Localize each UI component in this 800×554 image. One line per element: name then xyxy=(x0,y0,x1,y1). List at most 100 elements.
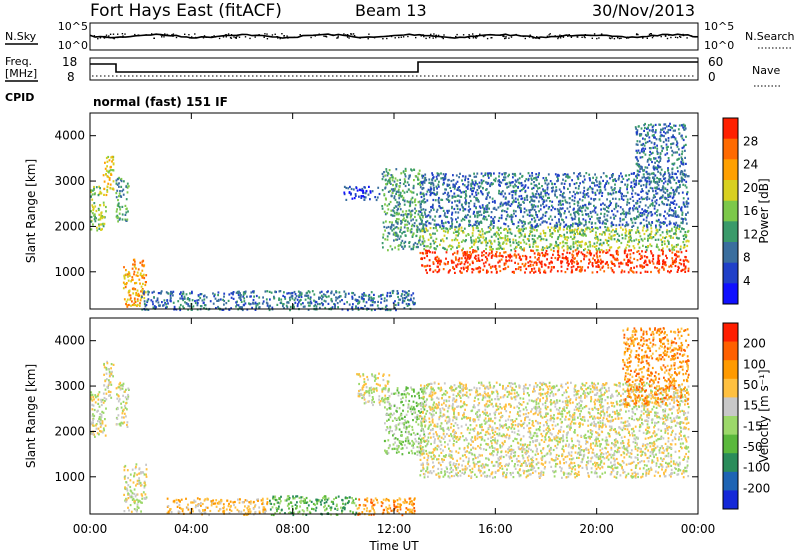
power-cell xyxy=(651,160,653,164)
power-cell xyxy=(546,258,548,261)
power-cell xyxy=(583,224,586,227)
power-cell xyxy=(565,216,568,219)
power-cell xyxy=(652,196,655,199)
nsearch-point xyxy=(224,34,227,36)
power-cell xyxy=(656,182,659,185)
power-cell xyxy=(444,191,446,194)
power-cell xyxy=(613,257,616,260)
power-cell xyxy=(182,297,185,300)
power-cell xyxy=(612,173,614,176)
velocity-cell xyxy=(95,424,97,427)
power-cell xyxy=(389,189,391,193)
power-cell xyxy=(270,291,273,294)
power-cell xyxy=(401,301,404,304)
power-cell xyxy=(682,183,685,186)
power-cell xyxy=(535,211,537,214)
power-cell xyxy=(419,186,422,189)
power-cell xyxy=(296,298,299,301)
power-cell xyxy=(266,290,269,293)
power-cell xyxy=(485,188,487,191)
power-cell xyxy=(638,170,641,173)
power-cell xyxy=(571,217,574,220)
power-cell xyxy=(324,306,327,310)
power-cell xyxy=(533,181,535,184)
power-cell xyxy=(541,251,544,255)
power-cell xyxy=(442,229,445,233)
power-cell xyxy=(438,174,440,177)
power-cell xyxy=(490,211,493,214)
power-cell xyxy=(673,162,676,165)
power-cell xyxy=(448,194,451,197)
power-cell xyxy=(244,302,247,305)
power-cell xyxy=(501,237,504,240)
power-cell xyxy=(547,182,550,185)
power-cell xyxy=(585,221,587,224)
power-cell xyxy=(492,226,495,229)
power-cell xyxy=(531,238,534,241)
power-cell xyxy=(676,226,678,229)
power-cell xyxy=(534,177,536,180)
power-cell xyxy=(485,271,488,274)
power-cell xyxy=(577,208,580,211)
power-cell xyxy=(141,289,144,292)
nsearch-point xyxy=(538,37,541,40)
power-cell xyxy=(481,233,484,236)
velocity-cell xyxy=(105,372,108,375)
noise-left-tick-bottom: 10^0 xyxy=(58,39,88,52)
power-cell xyxy=(668,209,671,212)
power-cell xyxy=(414,215,416,219)
power-cell xyxy=(165,306,167,309)
power-cell xyxy=(169,294,172,297)
power-cell xyxy=(131,267,134,270)
power-cell xyxy=(386,204,389,207)
power-cell xyxy=(501,173,504,176)
power-cell xyxy=(105,169,108,172)
power-cell xyxy=(649,186,652,189)
power-cell xyxy=(392,184,394,187)
power-cell xyxy=(153,296,155,299)
power-cell xyxy=(99,204,102,207)
power-cell xyxy=(488,191,490,194)
power-cell xyxy=(519,241,522,244)
power-cell xyxy=(435,247,437,250)
power-cell xyxy=(624,183,626,186)
power-cell xyxy=(409,211,412,214)
power-cell xyxy=(447,245,450,248)
power-cell xyxy=(117,220,119,223)
power-colorbar-band xyxy=(723,262,738,284)
power-cell xyxy=(655,202,658,205)
power-cell xyxy=(134,300,137,304)
power-cell xyxy=(568,210,570,213)
power-cell xyxy=(558,218,560,221)
power-cell xyxy=(563,187,566,190)
power-cell xyxy=(119,190,121,193)
power-cell xyxy=(515,185,517,188)
power-cell xyxy=(550,260,553,263)
power-cell xyxy=(102,201,105,204)
power-cell xyxy=(529,201,531,204)
power-cell xyxy=(373,297,375,300)
nsearch-point xyxy=(348,37,350,39)
power-cell xyxy=(533,252,536,255)
power-cell xyxy=(486,257,488,260)
power-cell xyxy=(420,195,423,199)
power-cell xyxy=(421,219,423,222)
power-cell xyxy=(476,214,479,217)
power-cell xyxy=(628,236,630,239)
power-cell xyxy=(435,225,437,228)
power-cell xyxy=(620,180,623,184)
power-cell xyxy=(512,199,515,202)
power-cell xyxy=(603,222,606,225)
power-cell xyxy=(103,187,106,190)
velocity-cell xyxy=(99,418,102,421)
power-cell xyxy=(475,191,477,194)
power-cell xyxy=(287,301,290,304)
power-cell xyxy=(654,233,657,237)
power-cell xyxy=(268,290,271,293)
power-cell xyxy=(550,243,553,246)
power-cell xyxy=(634,221,637,224)
power-colorbar-tick: 4 xyxy=(743,274,751,288)
power-cell xyxy=(521,262,524,266)
power-cell xyxy=(629,261,632,264)
power-cell xyxy=(528,211,531,214)
